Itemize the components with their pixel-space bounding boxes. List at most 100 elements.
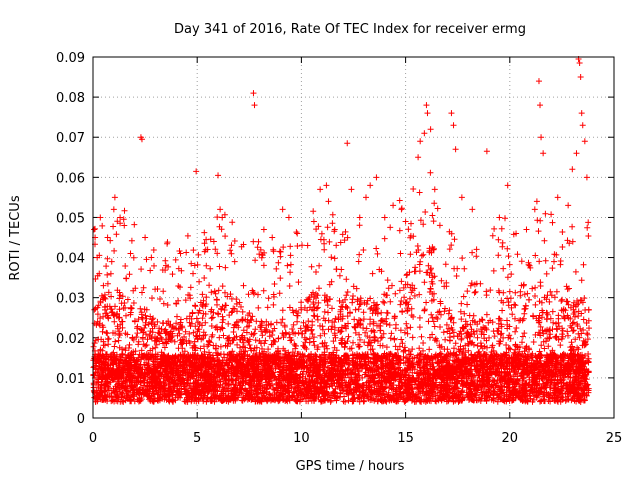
data-point [398,206,405,213]
data-point [483,148,490,155]
y-tick-label: 0.06 [56,171,85,186]
data-point [325,198,332,205]
data-point [431,186,438,193]
data-point [193,168,200,175]
data-point [423,102,430,109]
axes: 0 0.01 0.02 0.03 0.04 0.05 0.06 0.07 0.08 0.09 0 5 1… [56,51,622,446]
data-point [117,214,124,221]
y-tick-label: 0.02 [56,332,85,347]
data-point [577,74,584,81]
data-point [579,122,586,129]
data-point [523,226,530,233]
data-point [576,60,583,67]
data-point [583,174,590,181]
data-point [452,146,459,153]
data-point [540,150,547,157]
data-point [162,262,169,269]
data-point [356,214,363,221]
data-point [450,122,457,129]
data-point [285,214,292,221]
x-tick-label: 25 [606,431,623,446]
data-point [344,140,351,147]
dense-point-cloud [90,169,592,405]
data-point [578,110,585,117]
data-point [91,226,98,233]
data-point [417,138,424,145]
data-point [323,182,330,189]
y-tick-label: 0.05 [56,211,85,226]
data-point [215,172,222,179]
data-point [96,270,103,277]
data-point [294,230,301,237]
data-point [94,254,101,261]
y-tick-label: 0.07 [56,131,85,146]
data-point [537,102,544,109]
data-point [402,218,409,225]
data-point [250,90,257,97]
data-point [100,282,107,289]
data-point [367,182,374,189]
data-point [581,138,588,145]
data-point [127,250,134,257]
data-point [458,194,465,201]
data-point [513,230,520,237]
data-point [210,238,217,245]
data-point [569,166,576,173]
data-point [279,206,286,213]
data-point [138,136,145,143]
data-point [104,234,111,241]
dense-points [90,169,592,405]
data-point [304,242,311,249]
data-point [108,258,115,265]
data-point [219,214,226,221]
data-point [310,218,317,225]
data-point [448,110,455,117]
data-point [121,222,128,229]
data-point [177,250,184,257]
data-point [110,206,117,213]
data-point [424,110,431,117]
data-point [331,226,338,233]
data-point [390,202,397,209]
y-tick-label: 0.01 [56,372,85,387]
data-point [373,174,380,181]
data-point [573,150,580,157]
data-point [260,226,267,233]
x-tick-label: 0 [89,431,97,446]
y-tick-label: 0.04 [56,252,85,267]
y-tick-label: 0.03 [56,292,85,307]
data-points [91,56,590,289]
chart-title: Day 341 of 2016, Rate Of TEC Index for r… [174,22,526,37]
data-point [111,194,118,201]
data-point [533,198,540,205]
x-axis-label: GPS time / hours [296,459,405,474]
data-point [554,194,561,201]
data-point [504,182,511,189]
data-point [348,186,355,193]
data-point [565,202,572,209]
data-point [269,234,276,241]
x-tick-label: 15 [397,431,414,446]
data-point [317,186,324,193]
data-point [535,78,542,85]
data-point [427,126,434,133]
x-tick-label: 20 [502,431,519,446]
data-point [190,270,197,277]
data-point [381,214,388,221]
x-tick-label: 10 [293,431,310,446]
data-point [415,154,422,161]
data-point [251,102,258,109]
x-tick-label: 5 [193,431,201,446]
data-point [538,134,545,141]
data-point [97,214,104,221]
data-point [363,194,370,201]
data-point [231,258,238,265]
y-tick-label: 0 [77,412,85,427]
data-point [421,130,428,137]
data-point [148,254,155,261]
data-point [531,206,538,213]
y-axis-label: ROTI / TECUs [8,195,23,280]
plot-frame [92,56,615,419]
data-point [217,206,224,213]
